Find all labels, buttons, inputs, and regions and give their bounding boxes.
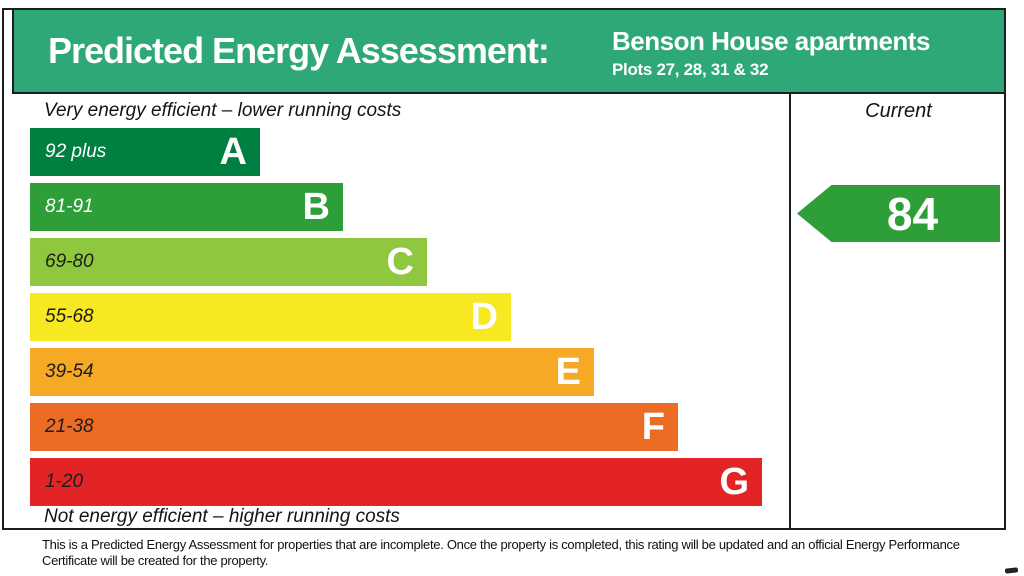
current-column-header: Current: [865, 100, 932, 122]
band-range-label: 55-68: [45, 306, 94, 327]
band-range-label: 1-20: [45, 471, 84, 492]
top-caption: Very energy efficient – lower running co…: [44, 100, 402, 121]
band-range-label: 39-54: [45, 361, 94, 382]
property-block: Benson House apartments Plots 27, 28, 31…: [612, 26, 930, 80]
current-rating-arrow: 84: [797, 185, 1000, 242]
band-range-label: 92 plus: [45, 141, 107, 162]
band-letter: F: [641, 406, 665, 448]
corner-mark: [1004, 567, 1019, 574]
bottom-caption: Not energy efficient – higher running co…: [44, 506, 400, 527]
header-banner: Predicted Energy Assessment: Benson Hous…: [12, 8, 1006, 94]
band-letter: C: [386, 241, 414, 283]
band-range-label: 69-80: [45, 251, 94, 272]
property-plots: Plots 27, 28, 31 & 32: [612, 60, 769, 80]
epc-band-D: 55-68 D: [30, 293, 511, 341]
property-name: Benson House apartments: [612, 26, 930, 56]
epc-band-A: 92 plus A: [30, 128, 260, 176]
band-letter: A: [219, 131, 247, 173]
band-range-label: 81-91: [45, 196, 94, 217]
disclaimer-text: This is a Predicted Energy Assessment fo…: [42, 537, 960, 569]
epc-band-G: 1-20 G: [30, 458, 762, 506]
current-rating-value: 84: [886, 187, 939, 240]
epc-band-C: 69-80 C: [30, 238, 427, 286]
band-letter: G: [719, 461, 749, 503]
band-letter: D: [470, 296, 498, 338]
band-range-label: 21-38: [45, 416, 94, 437]
epc-band-E: 39-54 E: [30, 348, 594, 396]
epc-band-B: 81-91 B: [30, 183, 343, 231]
current-column-divider: [789, 94, 791, 530]
band-letter: E: [555, 351, 581, 393]
epc-band-F: 21-38 F: [30, 403, 678, 451]
band-letter: B: [302, 186, 330, 228]
page-title: Predicted Energy Assessment:: [48, 30, 550, 71]
